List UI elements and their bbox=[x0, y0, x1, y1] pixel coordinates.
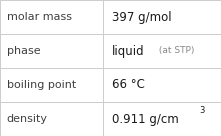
Text: liquid: liquid bbox=[112, 44, 144, 58]
Text: 397 g/mol: 397 g/mol bbox=[112, 10, 171, 24]
Text: density: density bbox=[7, 114, 48, 124]
Text: 0.911 g/cm: 0.911 g/cm bbox=[112, 112, 178, 126]
Text: 66 °C: 66 °C bbox=[112, 78, 145, 92]
Text: boiling point: boiling point bbox=[7, 80, 76, 90]
Text: 3: 3 bbox=[199, 106, 204, 115]
Text: phase: phase bbox=[7, 46, 40, 56]
Text: molar mass: molar mass bbox=[7, 12, 72, 22]
Text: (at STP): (at STP) bbox=[156, 47, 194, 55]
